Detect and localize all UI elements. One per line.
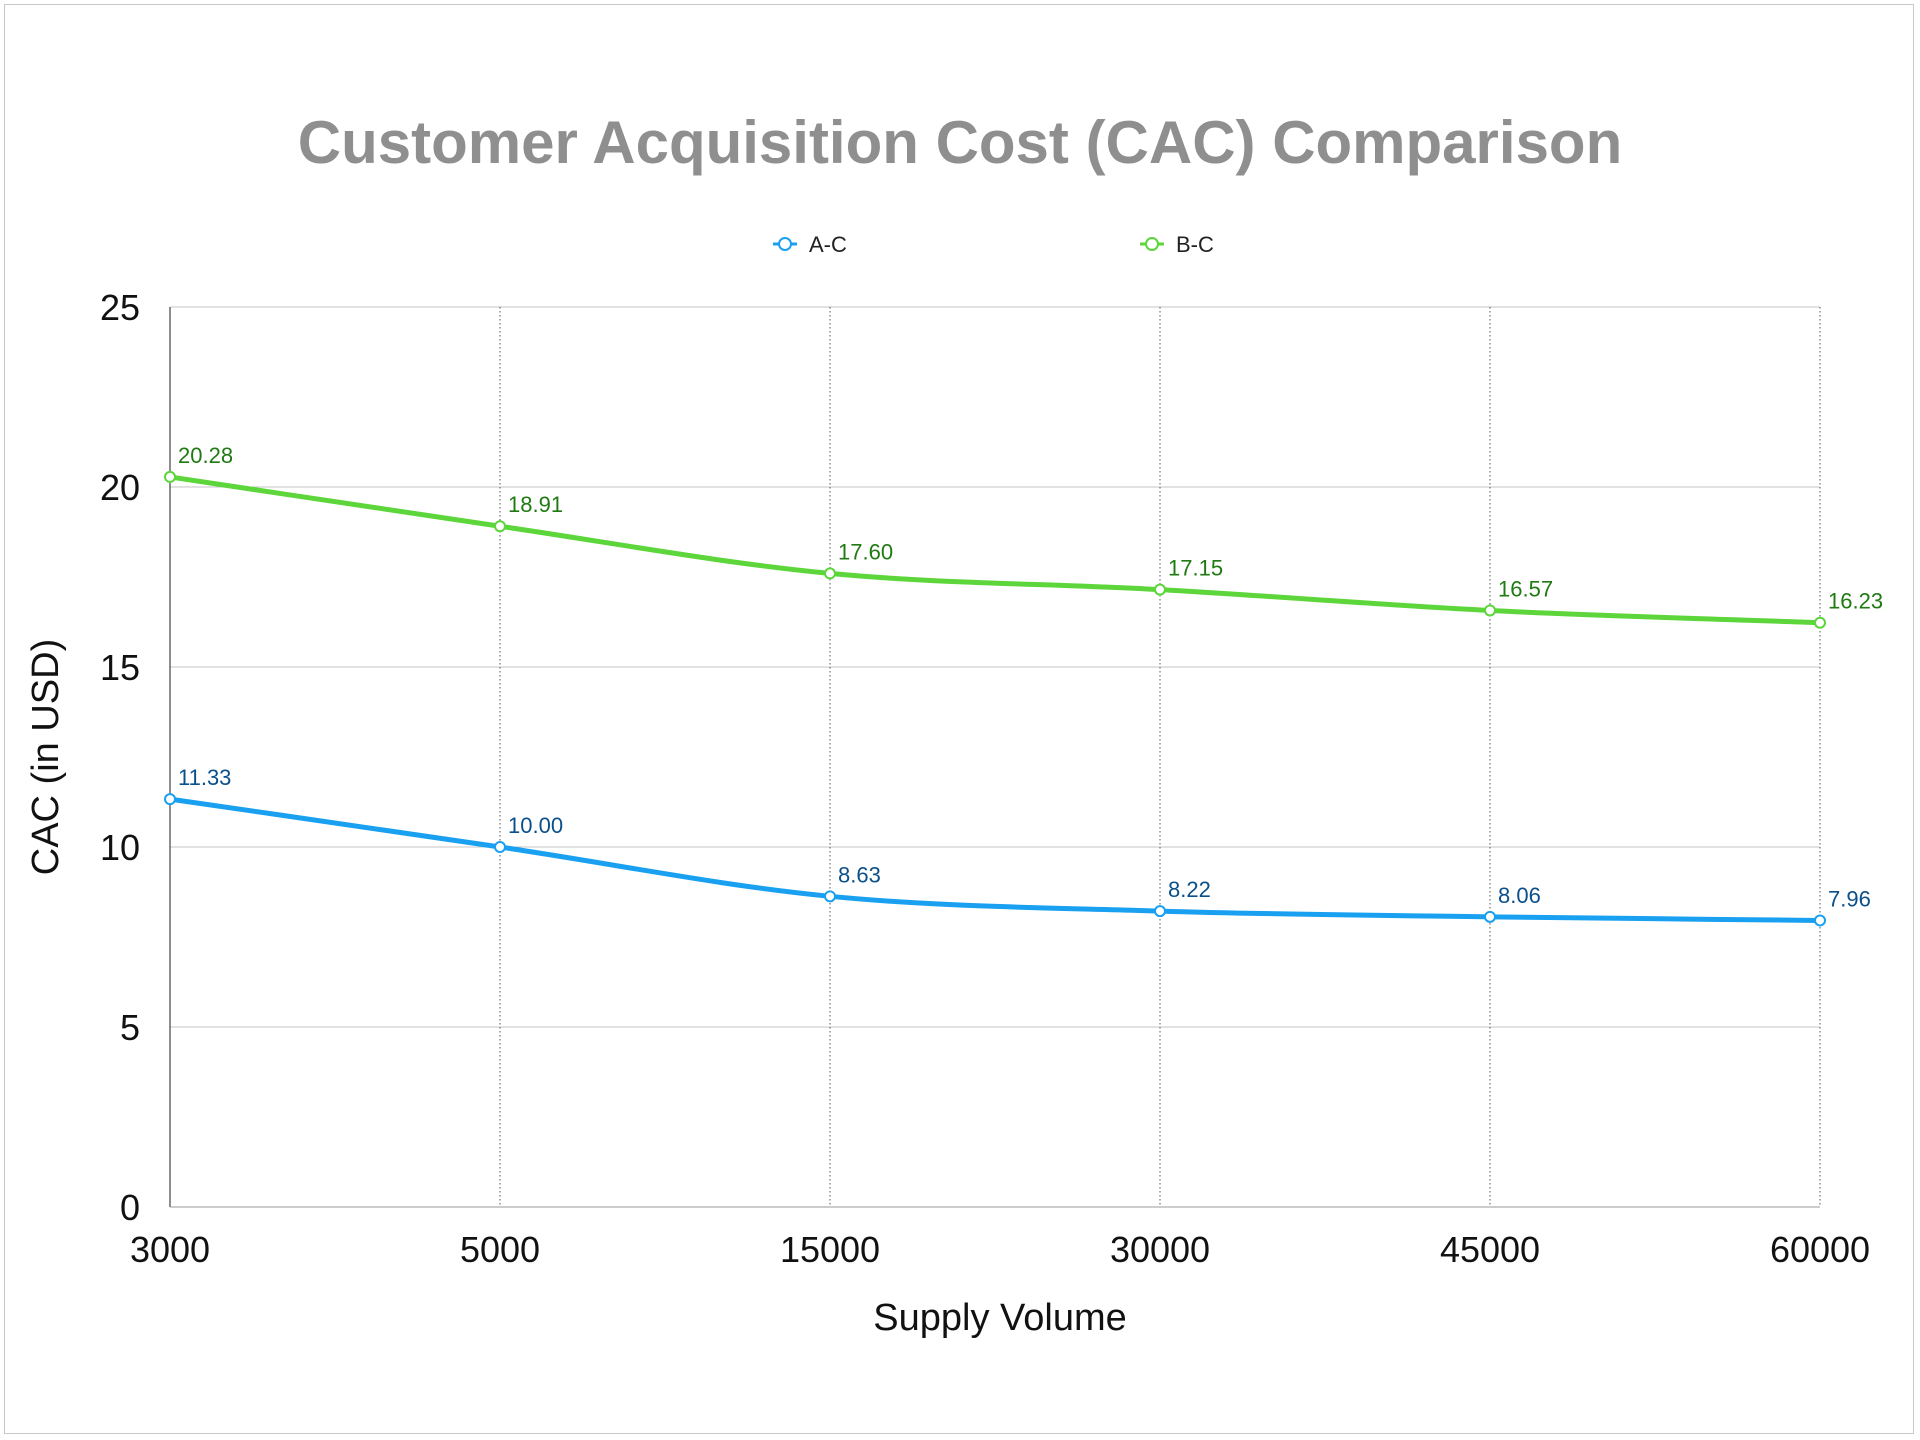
series-a-c [164, 793, 1826, 927]
data-point [1814, 616, 1826, 629]
x-tick-label: 45000 [1440, 1229, 1540, 1270]
data-label: 8.06 [1498, 883, 1541, 908]
y-tick-label: 0 [120, 1187, 140, 1228]
data-labels: 11.33 10.00 8.63 8.22 8.06 7.96 20.28 18.91 17.6… [178, 443, 1883, 912]
legend: A-C B-C [773, 232, 1214, 257]
data-label: 8.22 [1168, 877, 1211, 902]
x-tick-label: 30000 [1110, 1229, 1210, 1270]
data-label: 20.28 [178, 443, 233, 468]
series-line [167, 474, 1823, 626]
x-tick-label: 60000 [1770, 1229, 1870, 1270]
data-label: 16.57 [1498, 576, 1553, 601]
y-tick-label: 15 [100, 647, 140, 688]
data-label: 18.91 [508, 492, 563, 517]
data-point [1484, 604, 1496, 617]
data-label: 17.15 [1168, 556, 1223, 581]
data-point [164, 470, 176, 483]
data-label: 7.96 [1828, 886, 1871, 911]
legend-item-b-c: B-C [1140, 232, 1214, 257]
series-line [167, 796, 1823, 923]
chart-frame [4, 4, 1914, 1434]
y-tick-label: 25 [100, 287, 140, 328]
legend-item-a-c: A-C [773, 232, 847, 257]
legend-marker [778, 237, 792, 251]
data-label: 17.60 [838, 539, 893, 564]
grid [170, 306, 1821, 1207]
x-tick-label: 3000 [130, 1229, 210, 1270]
y-axis-title: CAC (in USD) [25, 639, 67, 875]
x-tick-label: 5000 [460, 1229, 540, 1270]
data-label: 16.23 [1828, 589, 1883, 614]
legend-label: A-C [809, 232, 847, 257]
data-point [1154, 583, 1166, 596]
x-axis-title: Supply Volume [873, 1297, 1127, 1339]
y-tick-label: 10 [100, 827, 140, 868]
data-point [494, 841, 506, 853]
data-point [164, 793, 176, 806]
legend-label: B-C [1176, 232, 1214, 257]
chart-title: Customer Acquisition Cost (CAC) Comparis… [298, 109, 1622, 176]
axes: 0 5 10 15 20 25 3000 5000 15000 30000 45000 60000 [100, 287, 1870, 1270]
data-point [1484, 910, 1496, 923]
x-tick-label: 15000 [780, 1229, 880, 1270]
data-point [1814, 914, 1826, 927]
data-label: 11.33 [178, 765, 231, 790]
data-label: 8.63 [838, 862, 881, 887]
series-layer [164, 470, 1826, 927]
data-point [824, 567, 836, 580]
data-point [494, 520, 506, 533]
legend-marker [1145, 237, 1159, 251]
data-label: 10.00 [508, 813, 563, 838]
y-tick-label: 5 [120, 1007, 140, 1048]
series-b-c [164, 470, 1826, 629]
data-point [824, 890, 836, 903]
data-point [1154, 905, 1166, 918]
y-tick-label: 20 [100, 467, 140, 508]
